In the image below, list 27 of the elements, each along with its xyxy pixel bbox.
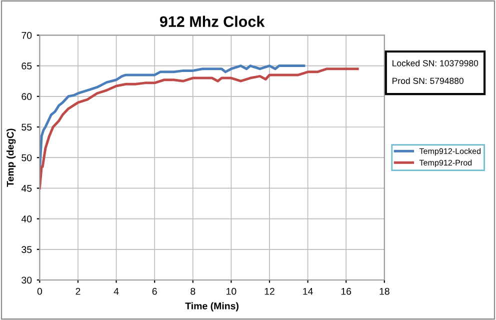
legend-label: Temp912-Prod [419, 160, 472, 168]
x-tick-label: 6 [152, 288, 157, 295]
x-tick-label: 4 [114, 288, 119, 295]
x-tick-label: 12 [264, 288, 274, 295]
text: Prod SN: 5794880 [392, 78, 464, 84]
y-tick-label: 50 [22, 154, 32, 162]
x-tick-label: 16 [341, 288, 352, 295]
x-tick-label: 0 [37, 288, 42, 295]
y-tick-label: 35 [22, 246, 32, 254]
x-tick-label: 8 [190, 288, 196, 295]
y-tick-label: 55 [22, 124, 32, 131]
legend-label: Temp912-Locked [419, 148, 481, 156]
y-tick-label: 70 [22, 32, 32, 39]
y-tick-label: 65 [22, 62, 32, 70]
x-tick-label: 18 [380, 288, 390, 295]
y-tick-label: 45 [21, 185, 32, 192]
x-axis-title: Time (Mins) [185, 302, 238, 312]
x-tick-label: 14 [303, 288, 313, 295]
x-tick-label: 10 [226, 288, 236, 295]
line-series [40, 68, 359, 190]
text: Locked SN: 10379980 [392, 60, 478, 66]
y-tick-label: 40 [21, 216, 32, 222]
y-tick-label: 30 [22, 276, 32, 284]
x-tick-label: 2 [76, 288, 80, 295]
chart-title: 912 Mhz Clock [160, 16, 265, 28]
y-axis-title: Temp (degC) [6, 128, 16, 187]
y-tick-label: 60 [22, 93, 32, 100]
